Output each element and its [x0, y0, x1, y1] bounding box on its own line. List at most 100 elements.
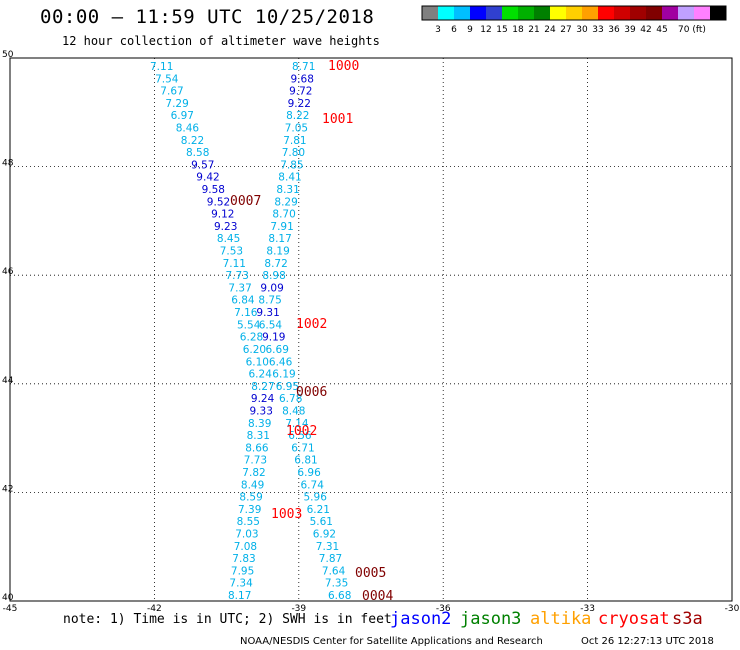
swh-value: 7.05 [285, 123, 308, 135]
swh-value: 7.39 [238, 504, 261, 516]
swh-value: 7.35 [325, 578, 348, 590]
swh-value: 8.72 [264, 258, 287, 270]
swh-value: 8.31 [276, 184, 299, 196]
colorbar-swatch [694, 6, 710, 20]
swh-value: 9.19 [262, 332, 285, 344]
swh-value: 6.19 [272, 369, 295, 381]
swh-value: 6.21 [307, 504, 330, 516]
colorbar-swatch [582, 6, 598, 20]
x-tick-label: -39 [291, 604, 306, 614]
swh-value: 5.96 [304, 492, 328, 504]
swh-value: 8.58 [186, 147, 209, 159]
y-tick-label: 50 [2, 50, 14, 60]
colorbar-swatch [534, 6, 550, 20]
swh-value: 7.34 [229, 578, 253, 590]
mission-cryosat: cryosat [598, 609, 670, 629]
swh-value: 9.72 [289, 86, 312, 98]
swh-value: 6.96 [297, 467, 321, 479]
swh-value: 7.16 [234, 307, 258, 319]
swh-value: 7.87 [319, 553, 342, 565]
swh-value: 6.84 [231, 295, 255, 307]
colorbar-swatch [438, 6, 454, 20]
swh-value: 9.09 [260, 282, 283, 294]
swh-value: 8.71 [292, 61, 315, 73]
colorbar-swatch [614, 6, 630, 20]
footer-credit: NOAA/NESDIS Center for Satellite Applica… [240, 636, 543, 647]
swh-value: 9.12 [211, 209, 234, 221]
colorbar-swatch [630, 6, 646, 20]
swh-value: 8.17 [228, 590, 251, 602]
x-tick-label: -30 [725, 604, 740, 614]
swh-value: 7.91 [270, 221, 293, 233]
swh-value: 8.55 [237, 516, 260, 528]
footer-timestamp: Oct 26 12:27:13 UTC 2018 [581, 636, 714, 647]
swh-value: 6.24 [249, 369, 273, 381]
colorbar-swatch [646, 6, 662, 20]
colorbar-swatch [518, 6, 534, 20]
colorbar-tick-label: 36 [608, 25, 620, 35]
swh-value: 9.23 [214, 221, 237, 233]
swh-value: 6.81 [294, 455, 317, 467]
y-tick-label: 40 [2, 593, 14, 603]
note-text: note: 1) Time is in UTC; 2) SWH is in fe… [63, 612, 392, 627]
swh-value: 6.56 [288, 430, 312, 442]
swh-value: 7.37 [228, 282, 251, 294]
colorbar-swatch [470, 6, 486, 20]
colorbar-tick-label: 24 [544, 25, 556, 35]
swh-value: 7.03 [235, 529, 258, 541]
page-title: 00:00 — 11:59 UTC 10/25/2018 [40, 6, 375, 28]
swh-value: 7.08 [234, 541, 257, 553]
swh-value: 7.11 [150, 61, 173, 73]
swh-value: 7.67 [160, 86, 183, 98]
swh-value: 6.68 [328, 590, 351, 602]
swh-value: 7.82 [242, 467, 265, 479]
swh-value: 9.58 [202, 184, 225, 196]
swh-value: 6.95 [276, 381, 299, 393]
swh-value: 6.78 [279, 393, 302, 405]
colorbar-tick-label: 3 [435, 25, 441, 35]
swh-value: 7.95 [231, 565, 254, 577]
swh-value: 7.81 [283, 135, 306, 147]
swh-value: 9.68 [291, 73, 314, 85]
track-marker-label: 1002 [296, 317, 327, 332]
swh-value: 7.53 [220, 246, 243, 258]
x-tick-label: -42 [147, 604, 162, 614]
swh-value: 7.80 [282, 147, 305, 159]
colorbar-swatch [662, 6, 678, 20]
swh-value: 6.97 [171, 110, 194, 122]
mission-jason2: jason2 [390, 609, 452, 629]
x-tick-label: -36 [436, 604, 451, 614]
swh-value: 8.66 [245, 442, 269, 454]
colorbar-tick-label: 6 [451, 25, 457, 35]
track-marker-label: 0004 [362, 589, 393, 604]
colorbar-swatch [550, 6, 566, 20]
colorbar-tick-label: 15 [496, 25, 507, 35]
swh-value: 9.57 [191, 159, 214, 171]
colorbar-tick-label: 27 [560, 25, 571, 35]
x-tick-label: -33 [580, 604, 595, 614]
swh-value: 8.17 [268, 233, 291, 245]
track-marker-label: 1000 [328, 59, 359, 74]
mission-jason3: jason3 [460, 609, 522, 629]
page-subtitle: 12 hour collection of altimeter wave hei… [62, 34, 380, 48]
colorbar-swatch [678, 6, 694, 20]
colorbar-swatch [566, 6, 582, 20]
colorbar-tick-label: 30 [576, 25, 588, 35]
swh-value: 8.22 [181, 135, 204, 147]
swh-value: 8.70 [272, 209, 295, 221]
swh-value: 8.29 [274, 196, 297, 208]
x-tick-label: -45 [3, 604, 18, 614]
y-tick-label: 44 [2, 376, 14, 386]
swh-value: 8.39 [248, 418, 271, 430]
swh-value: 7.83 [232, 553, 255, 565]
swh-value: 8.31 [247, 430, 270, 442]
swh-value: 6.92 [313, 529, 336, 541]
track-marker-label: 1002 [286, 424, 317, 439]
swh-value: 6.54 [259, 319, 283, 331]
colorbar-frame [421, 5, 727, 21]
colorbar-legend: 3 6 9 12 15 18 21 24 27 30 33 36 39 42 45 70 (ft) [421, 5, 727, 35]
track-marker-label: 1003 [271, 507, 302, 522]
swh-value: 6.20 [243, 344, 266, 356]
swh-value: 8.75 [258, 295, 281, 307]
